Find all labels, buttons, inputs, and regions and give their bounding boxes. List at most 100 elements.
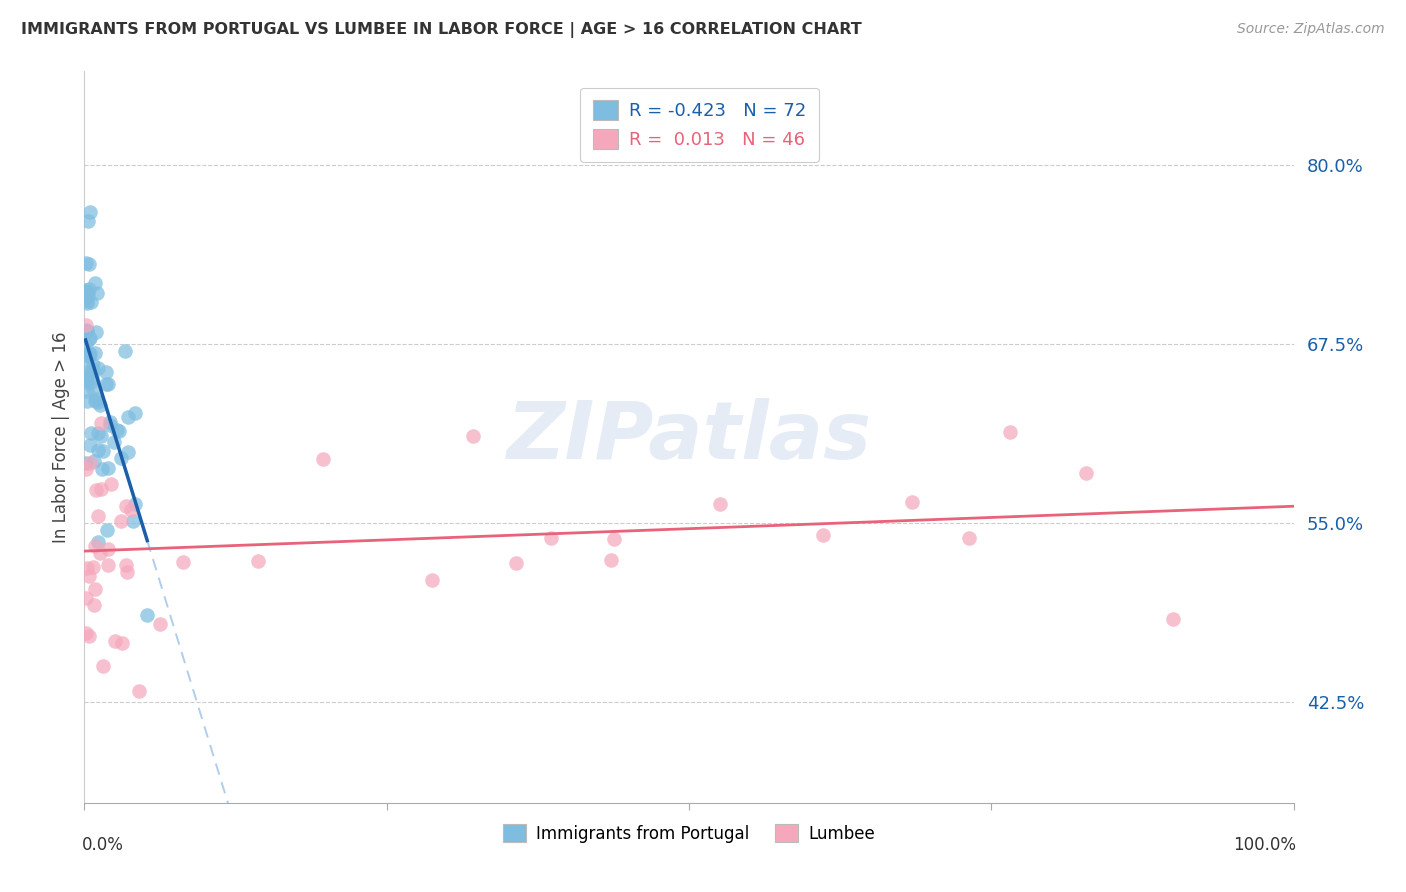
Point <box>97 558 120 572</box>
Point <box>172 555 194 569</box>
Point <box>86 443 108 458</box>
Point <box>110 514 132 528</box>
Point <box>75 285 97 300</box>
Point <box>76 324 98 338</box>
Text: Source: ZipAtlas.com: Source: ZipAtlas.com <box>1237 22 1385 37</box>
Text: ZIPatlas: ZIPatlas <box>506 398 872 476</box>
Point <box>117 445 139 459</box>
Point <box>90 482 112 496</box>
Point <box>84 582 107 596</box>
Point <box>1000 425 1022 439</box>
Point <box>540 531 562 545</box>
Text: 100.0%: 100.0% <box>1233 836 1296 854</box>
Point <box>82 382 104 396</box>
Point <box>115 499 138 513</box>
Point <box>149 616 172 631</box>
Point <box>75 292 97 306</box>
Point <box>124 497 146 511</box>
Point <box>79 569 101 583</box>
Point <box>136 607 159 622</box>
Point <box>77 629 100 643</box>
Point <box>77 332 100 346</box>
Point <box>103 434 125 449</box>
Point <box>76 293 98 308</box>
Point <box>104 634 127 648</box>
Point <box>76 359 98 374</box>
Point <box>75 626 97 640</box>
Point <box>114 343 136 358</box>
Text: IMMIGRANTS FROM PORTUGAL VS LUMBEE IN LABOR FORCE | AGE > 16 CORRELATION CHART: IMMIGRANTS FROM PORTUGAL VS LUMBEE IN LA… <box>21 22 862 38</box>
Point <box>76 295 98 310</box>
Point <box>76 561 98 575</box>
Point <box>124 406 146 420</box>
Point <box>83 539 105 553</box>
Point <box>79 438 101 452</box>
Point <box>79 346 101 360</box>
Point <box>76 394 98 409</box>
Point <box>75 457 97 471</box>
Point <box>80 295 103 310</box>
Point <box>87 425 110 440</box>
Point <box>82 363 104 377</box>
Point <box>94 376 117 391</box>
Point <box>108 425 131 439</box>
Point <box>75 336 97 351</box>
Point <box>84 392 107 406</box>
Point <box>79 257 101 271</box>
Point <box>505 556 527 570</box>
Point <box>602 532 624 546</box>
Point <box>811 528 834 542</box>
Point <box>128 683 150 698</box>
Point <box>75 318 97 333</box>
Point <box>80 375 103 389</box>
Point <box>94 365 117 379</box>
Point <box>82 559 104 574</box>
Point <box>96 523 118 537</box>
Point <box>83 599 105 613</box>
Point <box>86 394 108 409</box>
Point <box>82 358 104 372</box>
Point <box>84 277 107 291</box>
Point <box>84 325 107 339</box>
Point <box>76 384 98 399</box>
Point <box>90 416 112 430</box>
Point <box>93 444 115 458</box>
Point <box>89 546 111 560</box>
Point <box>84 483 107 498</box>
Point <box>97 541 120 556</box>
Point <box>75 366 97 380</box>
Legend: Immigrants from Portugal, Lumbee: Immigrants from Portugal, Lumbee <box>496 817 882 849</box>
Point <box>79 346 101 360</box>
Point <box>1074 467 1097 481</box>
Point <box>1161 612 1184 626</box>
Point <box>91 462 114 476</box>
Point <box>76 324 98 338</box>
Point <box>75 323 97 337</box>
Point <box>75 591 97 605</box>
Point <box>97 461 120 475</box>
Point <box>957 531 980 545</box>
Point <box>600 553 623 567</box>
Point <box>83 454 105 468</box>
Point <box>76 214 98 228</box>
Point <box>463 429 485 443</box>
Point <box>77 350 100 364</box>
Point <box>100 477 122 491</box>
Point <box>420 573 443 587</box>
Point <box>87 508 110 523</box>
Point <box>76 375 98 389</box>
Point <box>76 348 98 362</box>
Point <box>87 535 110 549</box>
Point <box>111 636 134 650</box>
Point <box>76 286 98 301</box>
Point <box>98 418 121 433</box>
Point <box>83 346 105 360</box>
Point <box>115 558 138 573</box>
Point <box>105 423 128 437</box>
Point <box>86 286 108 301</box>
Point <box>311 452 333 467</box>
Point <box>86 360 108 375</box>
Point <box>80 426 103 441</box>
Point <box>79 205 101 219</box>
Point <box>117 410 139 425</box>
